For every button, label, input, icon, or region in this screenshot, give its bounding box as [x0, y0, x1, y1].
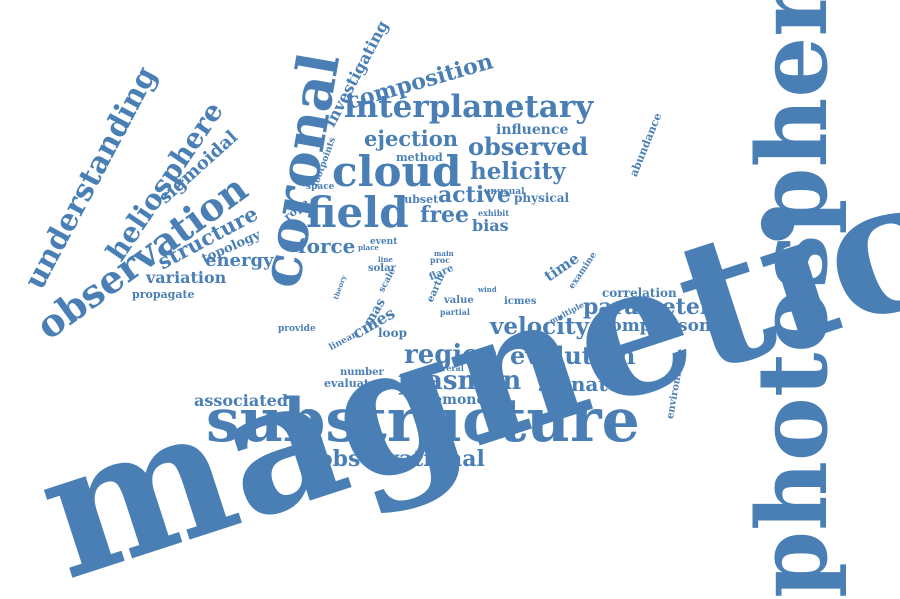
- word-abundance: abundance: [627, 111, 665, 179]
- word-theory: theory: [331, 273, 349, 301]
- word-wind: wind: [478, 285, 497, 294]
- word-icmes: icmes: [504, 296, 537, 307]
- word-plasmon: plasmon: [398, 366, 522, 396]
- word-number: number: [340, 367, 384, 378]
- word-exhibit: exhibit: [478, 208, 510, 218]
- word-provide: provide: [278, 324, 316, 334]
- word-velocity: velocity: [490, 313, 589, 340]
- word-unusual: unusual: [484, 187, 525, 197]
- word-force: force: [298, 234, 356, 258]
- word-partial: partial: [440, 307, 470, 317]
- word-signature: signature: [538, 372, 646, 396]
- word-energy: energy: [205, 250, 274, 271]
- word-interplanetary: interplanetary: [344, 89, 594, 125]
- word-ejection: ejection: [364, 126, 459, 151]
- word-event: event: [370, 237, 398, 247]
- word-main: main: [434, 249, 454, 258]
- word-photosphere: photosphere: [736, 0, 849, 598]
- word-comparison: comparison: [600, 316, 712, 336]
- word-field: field: [306, 188, 409, 237]
- word-anemone: anemone: [414, 392, 486, 408]
- word-region: region: [404, 340, 499, 370]
- word-value: value: [444, 295, 474, 306]
- word-line: line: [378, 255, 393, 264]
- word-active: active: [438, 182, 511, 208]
- word-place: place: [358, 243, 379, 252]
- word-correlation: correlation: [602, 286, 677, 300]
- word-method: method: [396, 151, 443, 164]
- word-associated: associated: [194, 391, 288, 410]
- word-observational: observational: [318, 446, 485, 472]
- word-several: several: [432, 363, 464, 373]
- word-proc: proc: [430, 255, 451, 265]
- word-evolution: evolution: [510, 341, 636, 370]
- word-evaluate: evaluate: [324, 377, 376, 390]
- word-space: space: [306, 182, 335, 192]
- word-observed: observed: [468, 132, 589, 161]
- word-influence: influence: [496, 122, 569, 138]
- word-loop: loop: [378, 326, 407, 340]
- word-physical: physical: [514, 191, 570, 205]
- word-cloud: cloud: [332, 147, 462, 196]
- word-parameter: parameter: [583, 294, 712, 320]
- word-substructure: substructure: [206, 386, 640, 456]
- word-solar: solar: [368, 263, 396, 274]
- word-propagate: propagate: [132, 288, 195, 301]
- word-free: free: [420, 202, 470, 228]
- word-bias: bias: [472, 216, 509, 235]
- word-helicity: helicity: [470, 158, 566, 185]
- word-subset: subset: [398, 193, 439, 206]
- word-variation: variation: [146, 268, 227, 287]
